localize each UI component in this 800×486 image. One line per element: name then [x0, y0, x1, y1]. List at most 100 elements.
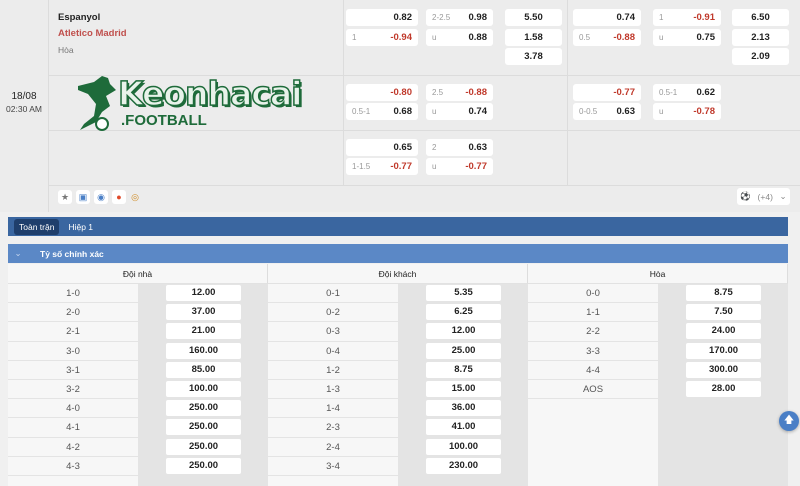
handicap-odds-cell[interactable]: -0.80 [346, 84, 418, 101]
score-row: 3-3 170.00 [528, 341, 788, 361]
score-odds-button[interactable]: 230.00 [426, 457, 501, 474]
over-under-odds-cell[interactable]: u -0.77 [426, 158, 493, 175]
over-under-odds-cell[interactable]: 2 0.63 [426, 139, 493, 156]
odds-value: 0.63 [616, 106, 636, 117]
score-odds-button[interactable]: 36.00 [426, 400, 501, 417]
score-row: 0-2 6.25 [268, 303, 528, 323]
score-label: 3-1 [8, 360, 138, 379]
score-odds-button[interactable]: 100.00 [426, 438, 501, 455]
1x2-odds-cell[interactable]: 3.78 [505, 48, 562, 65]
score-label: 3-4 [268, 456, 398, 475]
score-row: 4-0 250.00 [8, 399, 268, 419]
tab-full-match[interactable]: Toàn trận [14, 218, 60, 235]
score-odds-button[interactable]: 7.50 [686, 304, 761, 321]
handicap-odds-cell[interactable]: 0.5 -0.88 [573, 29, 641, 46]
score-odds-button[interactable]: 300.00 [686, 361, 761, 378]
score-odds-button[interactable]: 5.35 [426, 285, 501, 301]
odds-value: 0.82 [393, 12, 413, 23]
handicap-odds-cell[interactable]: 0-0.5 0.63 [573, 103, 641, 120]
handicap-odds-cell[interactable]: 1-1.5 -0.77 [346, 158, 418, 175]
over-under-odds-cell[interactable]: 2.5 -0.88 [426, 84, 493, 101]
odds-line: u [659, 107, 664, 116]
1x2-odds-cell[interactable]: 1.58 [505, 29, 562, 46]
score-odds-button[interactable]: 25.00 [426, 342, 501, 359]
eye-icon[interactable]: ◉ [94, 190, 108, 204]
over-under-odds-cell[interactable]: u 0.75 [653, 29, 721, 46]
score-odds-button[interactable]: 37.00 [166, 304, 241, 321]
odds-line: 2.5 [432, 88, 444, 97]
over-under-odds-cell[interactable]: u -0.78 [653, 103, 721, 120]
score-odds-button[interactable]: 8.75 [426, 361, 501, 378]
home-team[interactable]: Espanyol [58, 12, 101, 23]
fire-icon[interactable]: ● [112, 190, 126, 204]
watermark-logo: Keonhacai .FOOTBALL [76, 72, 326, 134]
over-under-odds-cell[interactable]: u 0.88 [426, 29, 493, 46]
score-odds-button[interactable]: 12.00 [166, 285, 241, 301]
score-label: 4-2 [8, 437, 138, 456]
score-odds-button[interactable]: 85.00 [166, 361, 241, 378]
score-odds-button[interactable]: 250.00 [166, 457, 241, 474]
score-odds-button[interactable]: 170.00 [686, 342, 761, 359]
bus-icon[interactable]: ▣ [76, 190, 90, 204]
score-label: 3-3 [528, 341, 658, 360]
star-icon[interactable]: ★ [58, 190, 72, 204]
score-label: 3-0 [8, 341, 138, 360]
handicap-odds-cell[interactable]: 0.65 [346, 139, 418, 156]
more-markets-button[interactable]: ⚽ (+4) ⌄ [737, 188, 790, 205]
score-odds-button[interactable]: 160.00 [166, 342, 241, 359]
score-row: 4-4 300.00 [528, 360, 788, 380]
score-label: 1-3 [268, 379, 398, 399]
handicap-odds-cell[interactable]: 1 -0.94 [346, 29, 418, 46]
score-odds-button[interactable]: 41.00 [426, 419, 501, 436]
odds-value: -0.77 [390, 161, 412, 172]
score-label: 1-1 [528, 303, 658, 322]
score-row: 3-1 85.00 [8, 360, 268, 380]
score-odds-button[interactable]: 8.75 [686, 285, 761, 301]
score-filler [268, 475, 528, 486]
score-label: 0-2 [268, 303, 398, 322]
odds-line: 2 [432, 143, 437, 152]
odds-line: u [432, 107, 437, 116]
odds-value: 0.88 [468, 32, 488, 43]
score-label: 4-4 [528, 360, 658, 379]
odds-value: -0.88 [613, 32, 635, 43]
1x2-odds-cell[interactable]: 2.09 [732, 48, 789, 65]
handicap-odds-cell[interactable]: -0.77 [573, 84, 641, 101]
over-under-odds-cell[interactable]: 2-2.5 0.98 [426, 9, 493, 26]
1x2-odds-cell[interactable]: 2.13 [732, 29, 789, 46]
score-label: 0-3 [268, 322, 398, 341]
score-label: 1-2 [268, 360, 398, 379]
odds-line: 0.5-1 [352, 107, 371, 116]
score-odds-button[interactable]: 28.00 [686, 380, 761, 397]
score-odds-button[interactable]: 250.00 [166, 419, 241, 436]
score-filler [528, 399, 788, 486]
scroll-to-top-button[interactable]: 🡅 [779, 411, 799, 431]
handicap-odds-cell[interactable]: 0.74 [573, 9, 641, 26]
chevron-double-down-icon: ⌄ [779, 191, 787, 201]
over-under-odds-cell[interactable]: u 0.74 [426, 103, 493, 120]
score-odds-cell: 8.75 [398, 360, 528, 379]
odds-line: 1 [659, 13, 664, 22]
score-odds-button[interactable]: 250.00 [166, 400, 241, 417]
over-under-odds-cell[interactable]: 1 -0.91 [653, 9, 721, 26]
1x2-odds-cell[interactable]: 5.50 [505, 9, 562, 26]
score-odds-button[interactable]: 12.00 [426, 323, 501, 340]
score-odds-button[interactable]: 100.00 [166, 380, 241, 397]
handicap-odds-cell[interactable]: 0.82 [346, 9, 418, 26]
score-row: 1-0 12.00 [8, 284, 268, 304]
score-row: 0-3 12.00 [268, 322, 528, 342]
score-odds-button[interactable]: 24.00 [686, 323, 761, 340]
tab-first-half[interactable]: Hiệp 1 [68, 221, 94, 232]
score-odds-button[interactable]: 6.25 [426, 304, 501, 321]
medal-icon[interactable]: ◎ [131, 191, 139, 202]
score-odds-cell: 8.75 [658, 284, 788, 303]
score-odds-button[interactable]: 15.00 [426, 380, 501, 397]
handicap-odds-cell[interactable]: 0.5-1 0.68 [346, 103, 418, 120]
score-odds-cell: 100.00 [398, 437, 528, 456]
over-under-odds-cell[interactable]: 0.5-1 0.62 [653, 84, 721, 101]
1x2-odds-cell[interactable]: 6.50 [732, 9, 789, 26]
score-odds-button[interactable]: 21.00 [166, 323, 241, 340]
away-team[interactable]: Atletico Madrid [58, 28, 127, 39]
section-header-correct-score[interactable]: ⌄ Tỷ số chính xác [8, 244, 788, 263]
score-odds-button[interactable]: 250.00 [166, 438, 241, 455]
